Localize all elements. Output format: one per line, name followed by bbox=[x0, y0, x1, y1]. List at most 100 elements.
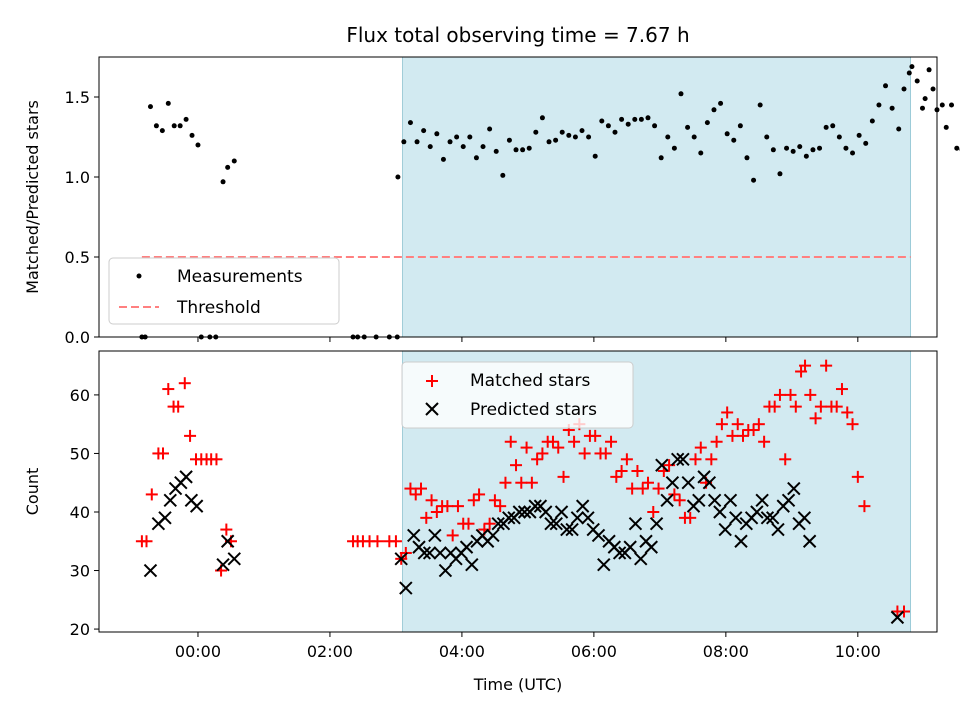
matched-star-point bbox=[830, 400, 843, 413]
matched-star-point bbox=[172, 400, 185, 413]
predicted-star-point bbox=[399, 581, 413, 595]
predicted-star-point bbox=[491, 516, 505, 531]
matched-star-point bbox=[157, 447, 170, 460]
measurement-point bbox=[704, 120, 710, 126]
bottom-panel: 20 30 40 50 60 00:00 02:00 04:00 06:00 08:00 10:00… bbox=[23, 350, 938, 694]
predicted-star-point bbox=[189, 499, 204, 513]
top-ylabel: Matched/Predicted stars bbox=[23, 100, 42, 294]
matched-star-point bbox=[184, 429, 197, 442]
measurement-point bbox=[473, 155, 479, 161]
measurement-point bbox=[954, 145, 960, 151]
matched-star-point bbox=[599, 447, 612, 460]
matched-star-point bbox=[462, 517, 475, 530]
predicted-star-point bbox=[591, 528, 606, 543]
measurement-point bbox=[836, 134, 842, 140]
matched-star-point bbox=[641, 476, 654, 489]
measurement-point bbox=[926, 67, 932, 73]
predicted-star-point bbox=[655, 458, 669, 472]
measurement-point bbox=[922, 96, 928, 102]
predicted-star-point bbox=[158, 511, 172, 525]
predicted-star-point bbox=[565, 522, 579, 537]
matched-star-point bbox=[636, 482, 649, 495]
y-tick-label: 1.5 bbox=[65, 88, 90, 107]
measurement-point bbox=[195, 142, 201, 148]
legend-matched-label: Matched stars bbox=[470, 371, 590, 391]
matched-star-point bbox=[615, 465, 628, 478]
predicted-star-point bbox=[570, 511, 585, 525]
matched-star-point bbox=[220, 523, 233, 536]
measurement-point bbox=[850, 150, 856, 156]
predicted-star-point bbox=[676, 452, 690, 467]
legend-x-marker bbox=[425, 402, 439, 416]
measurement-point bbox=[930, 86, 936, 92]
measurement-point bbox=[770, 147, 776, 153]
measurement-point bbox=[407, 120, 413, 126]
measurement-point bbox=[395, 174, 401, 180]
top-panel-ticks: 0.0 0.5 1.0 1.5 bbox=[65, 88, 859, 347]
measurement-point bbox=[665, 134, 671, 140]
predicted-star-point bbox=[528, 499, 542, 513]
bottom-legend: Matched stars Predicted stars bbox=[401, 361, 634, 429]
x-tick-label: 04:00 bbox=[439, 642, 485, 661]
measurement-point bbox=[171, 123, 177, 129]
measurement-point bbox=[784, 145, 790, 151]
matched-star-point bbox=[473, 488, 486, 501]
predicted-star-point bbox=[417, 546, 432, 560]
measurement-point bbox=[153, 123, 159, 129]
measurement-point bbox=[592, 153, 598, 159]
matched-star-point bbox=[430, 505, 443, 518]
measurement-point bbox=[625, 121, 631, 127]
matched-star-point bbox=[710, 435, 723, 448]
predicted-star-point bbox=[433, 546, 447, 560]
measurement-point bbox=[553, 137, 559, 143]
x-axis-label: Time (UTC) bbox=[473, 675, 562, 694]
matched-star-point bbox=[568, 435, 581, 448]
measurement-point bbox=[939, 102, 945, 108]
predicted-star-point bbox=[486, 528, 500, 543]
measurement-point bbox=[658, 155, 664, 161]
measurement-point bbox=[440, 156, 446, 162]
predicted-star-point bbox=[220, 534, 235, 548]
predicted-star-point bbox=[628, 516, 643, 531]
predicted-star-point bbox=[512, 505, 527, 519]
predicted-star-point bbox=[581, 511, 595, 525]
legend-predicted-label: Predicted stars bbox=[470, 400, 597, 420]
measurement-point bbox=[480, 144, 486, 150]
matched-star-point bbox=[605, 435, 618, 448]
matched-star-point bbox=[451, 500, 464, 513]
x-tick-label: 00:00 bbox=[175, 642, 221, 661]
measurement-point bbox=[414, 139, 420, 145]
predicted-star-point bbox=[702, 476, 717, 490]
measurement-point bbox=[949, 102, 955, 108]
measurement-point bbox=[159, 128, 165, 134]
predicted-star-point bbox=[549, 516, 563, 531]
measurement-point bbox=[909, 64, 915, 70]
measurement-point bbox=[731, 137, 737, 143]
measurement-point bbox=[751, 177, 757, 183]
measurement-point bbox=[401, 139, 407, 145]
matched-star-point bbox=[531, 453, 544, 466]
measurement-point bbox=[914, 78, 920, 84]
measurement-point bbox=[559, 129, 565, 135]
measurement-point bbox=[777, 171, 783, 177]
measurement-point bbox=[919, 105, 925, 111]
measurement-point bbox=[220, 179, 226, 185]
predicted-star-point bbox=[575, 499, 590, 513]
measurement-point bbox=[790, 148, 796, 154]
predicted-star-point bbox=[890, 610, 905, 625]
predicted-star-point bbox=[143, 563, 158, 578]
matched-star-point bbox=[841, 406, 854, 419]
measurement-point bbox=[810, 147, 816, 153]
measurement-point bbox=[883, 83, 889, 89]
predicted-star-point bbox=[718, 522, 732, 537]
matched-star-point bbox=[684, 511, 697, 524]
bottom-panel-ticks: 20 30 40 50 60 00:00 02:00 04:00 06:00 08:00 10:00 bbox=[70, 386, 881, 661]
predicted-star-point bbox=[797, 511, 812, 525]
measurement-point bbox=[803, 153, 809, 159]
matched-star-point bbox=[483, 517, 496, 530]
matched-star-point bbox=[610, 470, 623, 483]
matched-star-point bbox=[773, 388, 786, 401]
y-tick-label: 1.0 bbox=[65, 168, 90, 187]
measurement-point bbox=[876, 102, 882, 108]
